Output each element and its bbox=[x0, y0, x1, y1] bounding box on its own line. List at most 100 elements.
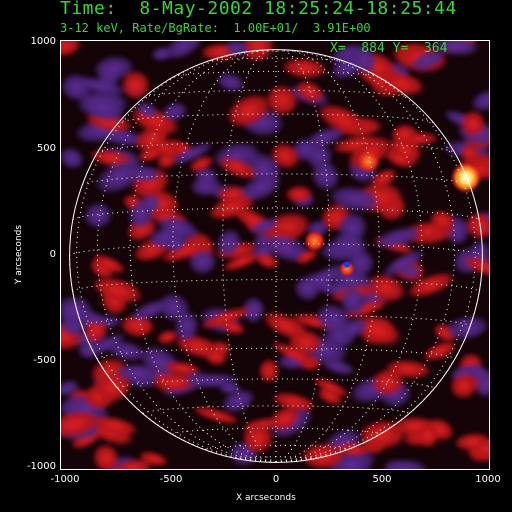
heliographic-grid bbox=[69, 49, 483, 463]
purple-emission-blob bbox=[321, 358, 356, 376]
red-emission-blob bbox=[241, 422, 274, 455]
purple-emission-blob bbox=[381, 249, 426, 277]
red-emission-blob bbox=[466, 438, 489, 458]
purple-emission-blob bbox=[163, 41, 205, 60]
x-tick-label: 0 bbox=[272, 474, 280, 485]
red-emission-blob bbox=[207, 194, 257, 221]
red-emission-blob bbox=[222, 251, 262, 272]
purple-emission-blob bbox=[61, 295, 95, 328]
red-emission-blob bbox=[151, 372, 197, 393]
purple-emission-blob bbox=[80, 93, 126, 122]
purple-emission-blob bbox=[135, 101, 159, 118]
red-emission-blob bbox=[199, 306, 252, 330]
energy-rate-label: 3-12 keV, Rate/BgRate: 1.00E+01/ 3.91E+0… bbox=[60, 21, 371, 35]
red-emission-blob bbox=[270, 142, 301, 170]
secondary-source bbox=[356, 149, 381, 174]
red-emission-blob bbox=[92, 443, 120, 469]
purple-emission-blob bbox=[216, 72, 246, 93]
purple-emission-blob bbox=[410, 49, 446, 72]
red-emission-blob bbox=[295, 80, 325, 104]
purple-emission-blob bbox=[83, 202, 113, 229]
red-emission-blob bbox=[156, 329, 179, 345]
time-range-label: Time: 8-May-2002 18:25:24-18:25:44 bbox=[60, 0, 457, 19]
longitude-line bbox=[275, 49, 380, 463]
solar-image-plot[interactable] bbox=[60, 40, 490, 470]
purple-emission-blob bbox=[221, 389, 256, 413]
purple-emission-blob bbox=[339, 286, 367, 317]
solar-limb bbox=[69, 49, 483, 463]
purple-emission-blob bbox=[242, 296, 265, 324]
solar-map[interactable] bbox=[61, 41, 490, 470]
purple-emission-blob bbox=[61, 147, 85, 170]
red-emission-blob bbox=[285, 185, 314, 204]
red-emission-blob bbox=[270, 341, 320, 368]
red-emission-blob bbox=[383, 149, 416, 169]
purple-emission-blob bbox=[189, 176, 223, 197]
red-emission-blob bbox=[449, 372, 478, 400]
purple-emission-blob bbox=[140, 193, 162, 212]
red-emission-blob bbox=[415, 423, 440, 449]
longitude-line bbox=[96, 51, 277, 463]
red-emission-blob bbox=[120, 314, 155, 338]
purple-emission-blob bbox=[130, 299, 171, 322]
longitude-line bbox=[172, 49, 277, 463]
latitude-line bbox=[72, 279, 480, 292]
red-emission-blob bbox=[462, 256, 489, 279]
purple-emission-blob bbox=[74, 76, 127, 96]
secondary-source bbox=[338, 260, 355, 277]
red-emission-blob bbox=[121, 69, 151, 101]
red-emission-blob bbox=[281, 57, 328, 79]
purple-emission-blob bbox=[239, 173, 283, 202]
purple-emission-blob bbox=[328, 185, 382, 212]
red-emission-blob bbox=[112, 458, 154, 469]
red-emission-blob bbox=[271, 391, 317, 412]
y-tick-label: -1000 bbox=[26, 461, 56, 472]
purple-emission-blob bbox=[164, 233, 187, 253]
red-emission-blob bbox=[61, 41, 82, 57]
red-emission-blob bbox=[265, 84, 299, 117]
purple-emission-blob bbox=[315, 303, 352, 335]
x-tick-label: -1000 bbox=[50, 474, 80, 485]
y-axis-label: Y arcseconds bbox=[14, 224, 25, 285]
latitude-line bbox=[81, 314, 471, 327]
purple-emission-blob bbox=[294, 275, 322, 302]
y-tick-label: 0 bbox=[49, 249, 56, 260]
x-tick-label: 500 bbox=[372, 474, 392, 485]
red-emission-blob bbox=[91, 276, 144, 304]
x-axis-label: X arcseconds bbox=[236, 493, 296, 503]
purple-emission-blob bbox=[93, 55, 135, 81]
red-emission-blob bbox=[365, 273, 407, 303]
red-emission-blob bbox=[460, 110, 487, 138]
red-emission-blob bbox=[240, 41, 276, 63]
purple-emission-blob bbox=[399, 265, 422, 279]
purple-emission-blob bbox=[183, 373, 240, 389]
purple-emission-blob bbox=[61, 379, 80, 397]
red-emission-blob bbox=[217, 156, 259, 180]
purple-emission-blob bbox=[304, 126, 347, 149]
purple-emission-blob bbox=[115, 363, 159, 383]
purple-emission-blob bbox=[374, 226, 423, 249]
purple-emission-blob bbox=[474, 370, 489, 399]
red-emission-blob bbox=[61, 409, 101, 439]
red-emission-blob bbox=[192, 406, 241, 425]
red-emission-blob bbox=[225, 93, 272, 128]
red-emission-blob bbox=[371, 368, 405, 397]
x-tick-label: 1000 bbox=[475, 474, 501, 485]
red-emission-blob bbox=[295, 248, 319, 265]
latitude-line bbox=[239, 456, 313, 460]
x-tick-label: -500 bbox=[159, 474, 183, 485]
secondary-source bbox=[303, 229, 326, 252]
purple-emission-blob bbox=[431, 41, 481, 56]
purple-emission-blob bbox=[170, 141, 214, 166]
red-emission-blob bbox=[188, 155, 214, 173]
red-emission-blob bbox=[358, 419, 408, 450]
longitude-line bbox=[275, 49, 330, 463]
flare-source bbox=[450, 161, 483, 194]
marker-dot bbox=[343, 261, 350, 268]
red-emission-blob bbox=[406, 272, 456, 299]
y-tick-label: 500 bbox=[36, 143, 56, 154]
latitude-line bbox=[97, 141, 455, 153]
longitude-line bbox=[222, 49, 277, 463]
red-emission-blob bbox=[137, 146, 164, 163]
